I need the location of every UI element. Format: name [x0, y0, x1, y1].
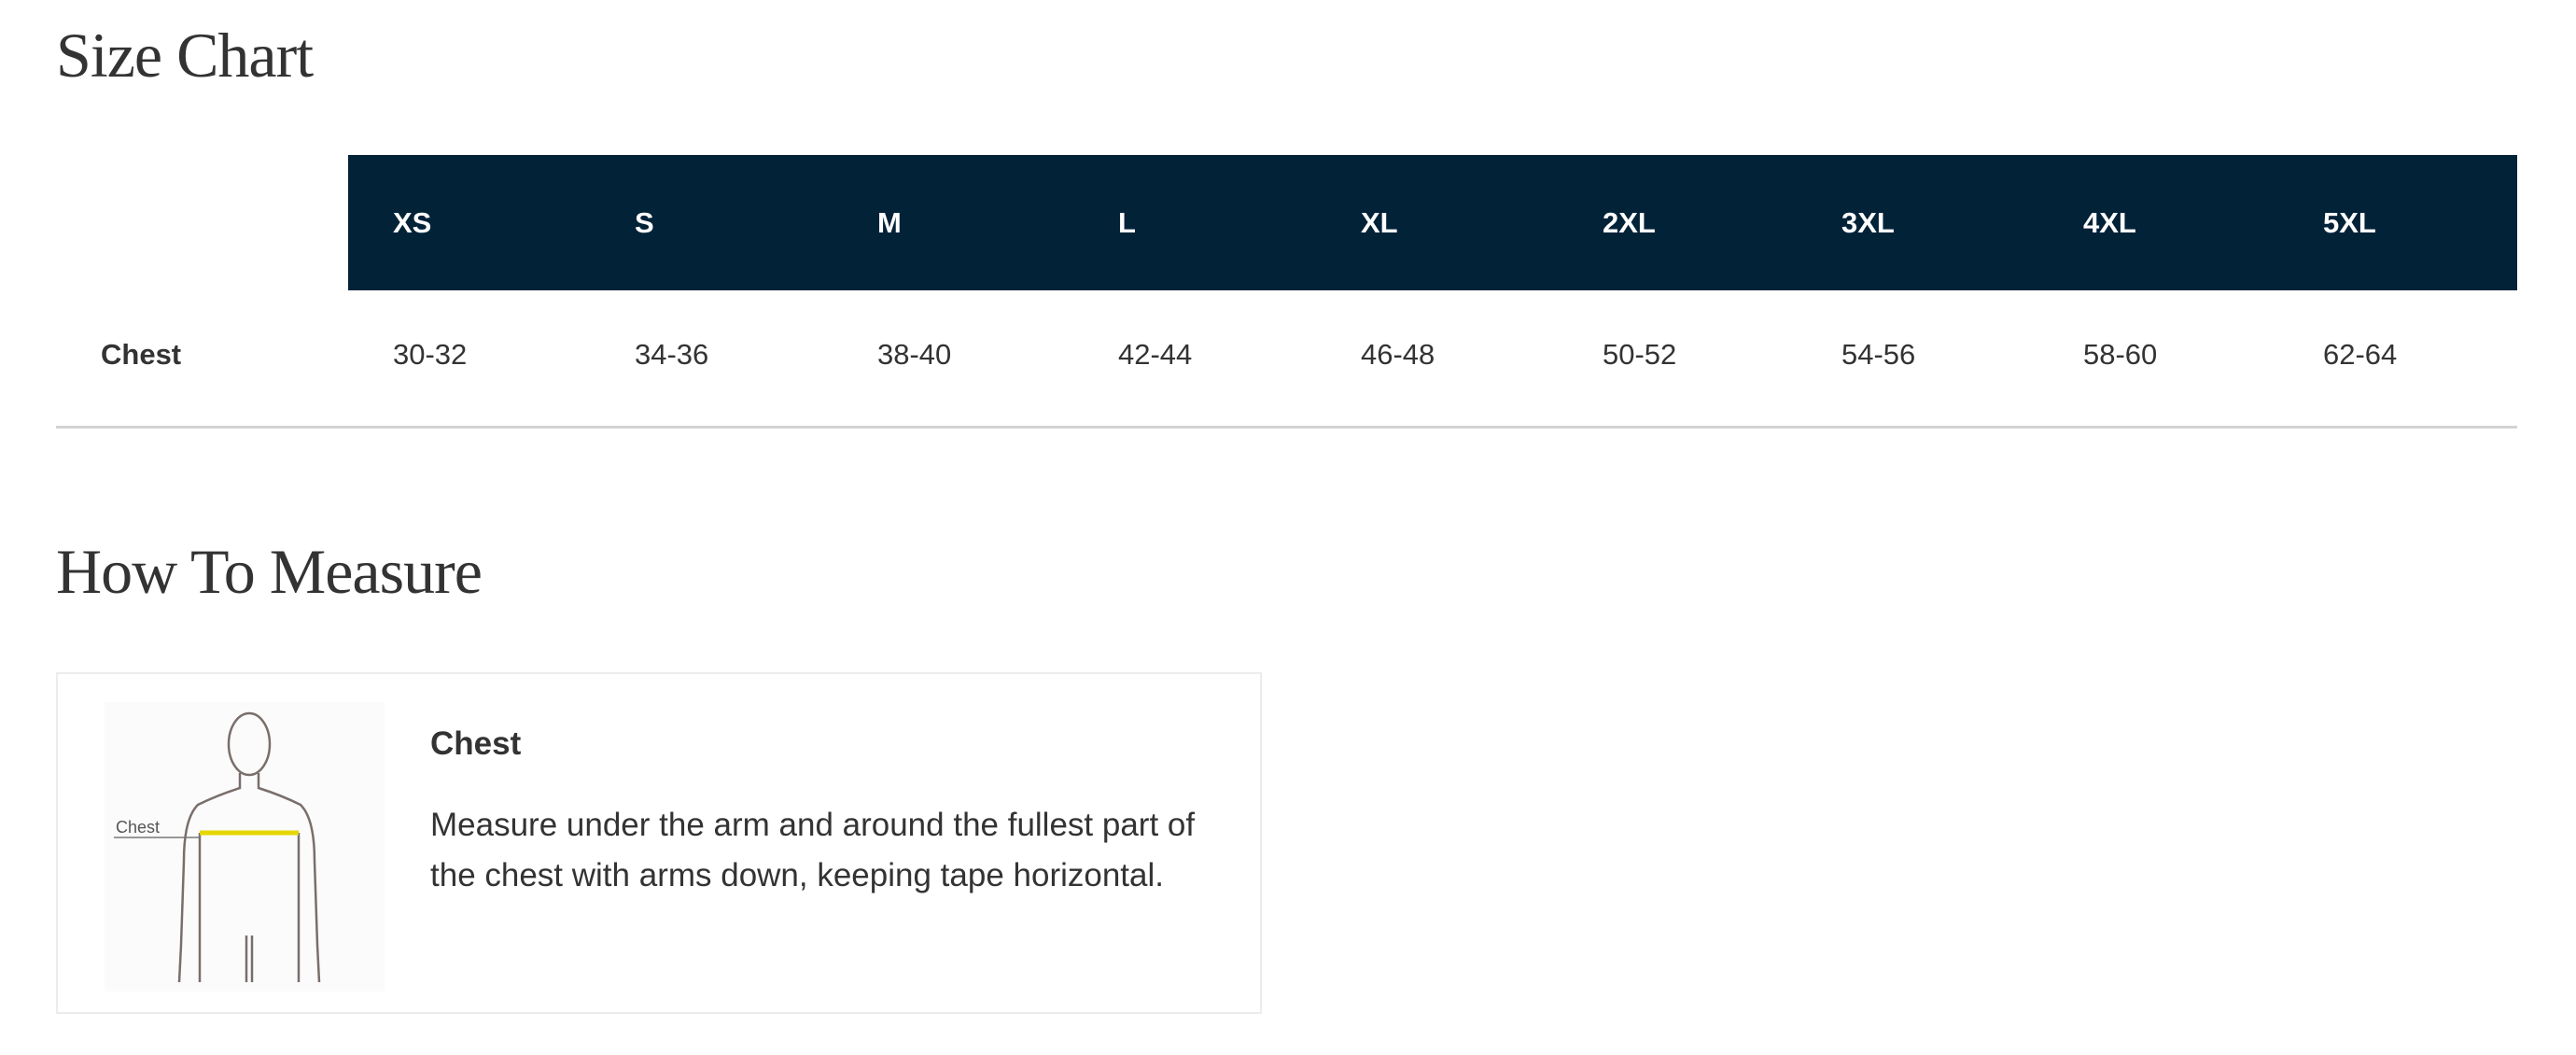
- measure-item-title: Chest: [430, 725, 522, 762]
- table-divider: [56, 426, 2517, 429]
- table-cell: 50-52: [1603, 338, 1677, 371]
- table-cell: 38-40: [877, 338, 952, 371]
- size-header-xl: XL: [1361, 206, 1398, 239]
- size-header-m: M: [877, 206, 902, 239]
- measure-item-description: Measure under the arm and around the ful…: [430, 807, 1196, 893]
- size-header-5xl: 5XL: [2323, 206, 2376, 239]
- chest-measure-illustration: Chest: [105, 702, 385, 992]
- size-header-xs: XS: [393, 206, 432, 239]
- measure-card-chest: Chest Chest Measure under the arm and ar…: [56, 672, 1262, 1014]
- row-label-chest: Chest: [101, 338, 182, 371]
- table-cell: 54-56: [1841, 338, 1916, 371]
- size-header-4xl: 4XL: [2083, 206, 2136, 239]
- how-to-measure-title: How To Measure: [56, 536, 483, 607]
- size-table-header: XS S M L XL 2XL 3XL 4XL 5XL: [348, 155, 2517, 290]
- size-header-3xl: 3XL: [1841, 206, 1895, 239]
- table-cell: 46-48: [1361, 338, 1435, 371]
- figure-label: Chest: [116, 818, 160, 837]
- table-cell: 42-44: [1118, 338, 1193, 371]
- table-cell: 62-64: [2323, 338, 2398, 371]
- table-cell: 58-60: [2083, 338, 2158, 371]
- table-cell: 34-36: [635, 338, 709, 371]
- size-header-2xl: 2XL: [1603, 206, 1656, 239]
- size-chart-title: Size Chart: [56, 20, 314, 91]
- size-header-l: L: [1118, 206, 1136, 239]
- table-cell: 30-32: [393, 338, 468, 371]
- size-header-s: S: [635, 206, 654, 239]
